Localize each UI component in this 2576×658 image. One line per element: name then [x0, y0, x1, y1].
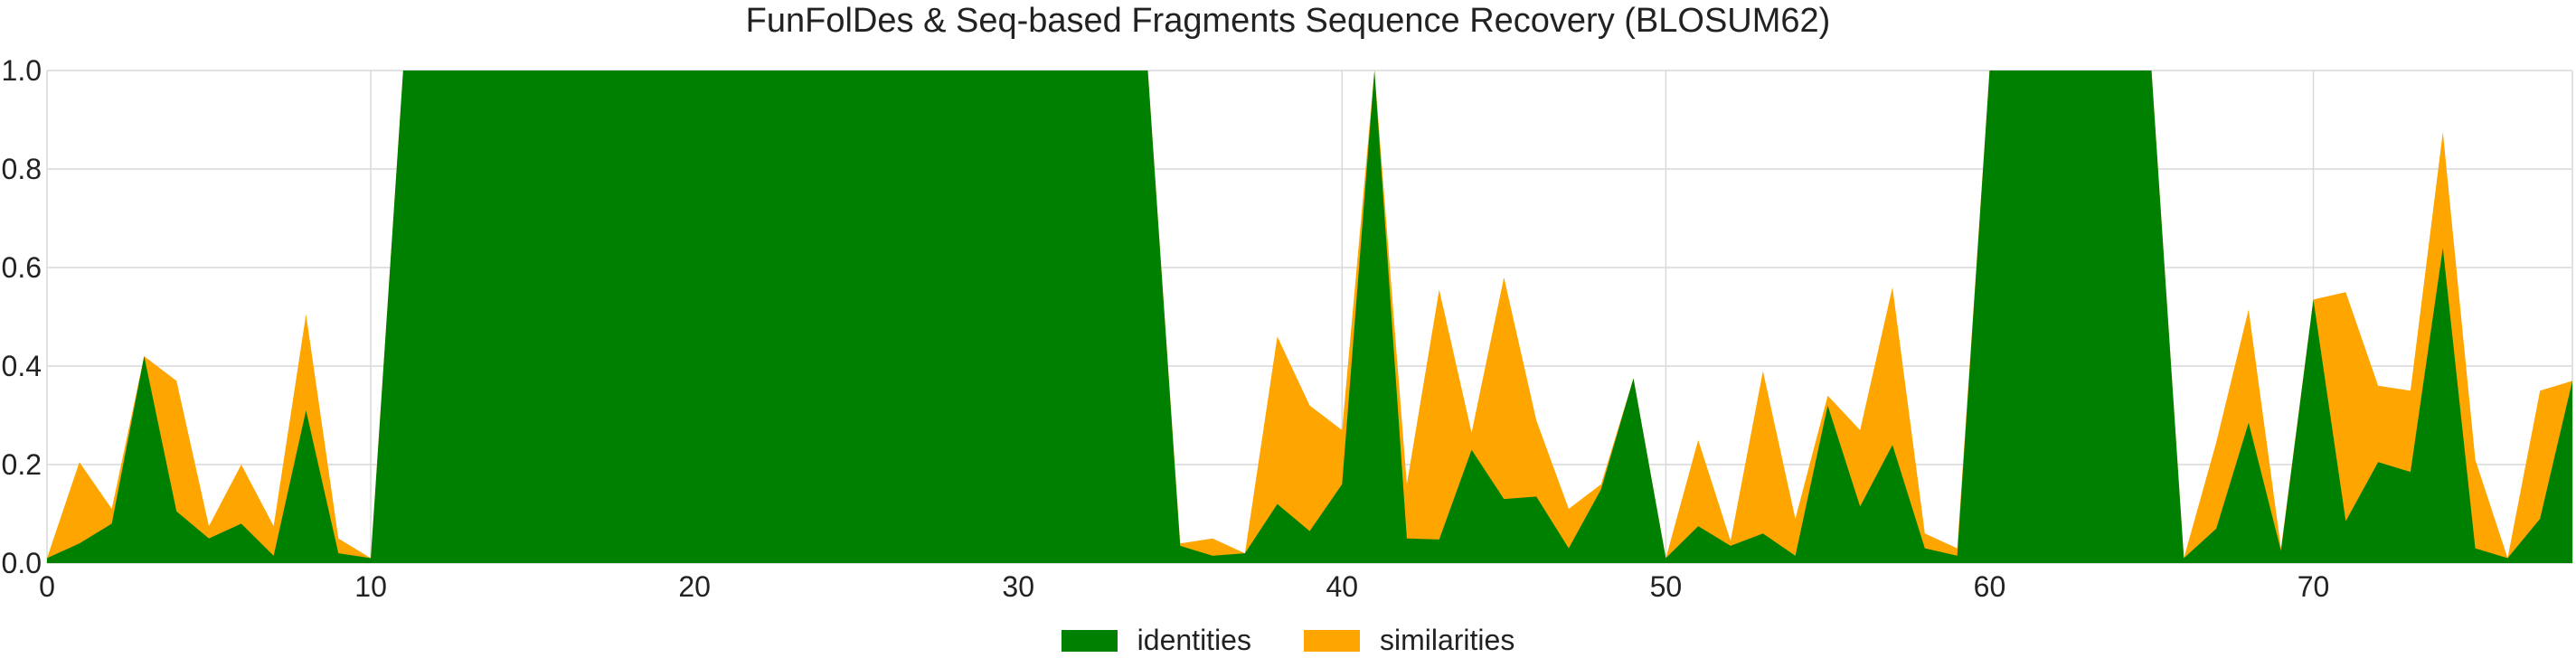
legend-item-identities: identities — [1061, 624, 1251, 657]
area-identities — [47, 70, 2572, 563]
legend-item-similarities: similarities — [1303, 624, 1515, 657]
x-tick-label: 50 — [1650, 570, 1683, 603]
x-tick-label: 70 — [2298, 570, 2330, 603]
x-tick-label: 20 — [678, 570, 711, 603]
y-tick-label: 0.4 — [2, 350, 42, 382]
x-tick-label: 0 — [39, 570, 55, 603]
chart-title: FunFolDes & Seq-based Fragments Sequence… — [745, 2, 1831, 40]
legend: identities similarities — [0, 624, 2576, 657]
legend-swatch-similarities — [1303, 629, 1360, 652]
x-tick-label: 60 — [1974, 570, 2006, 603]
x-tick-label: 30 — [1002, 570, 1034, 603]
legend-swatch-identities — [1061, 629, 1118, 652]
x-tick-label: 10 — [354, 570, 387, 603]
tick-labels: 0 10 20 30 40 50 60 70 0.0 0.2 0.4 0.6 0.8 1.0 — [2, 54, 2330, 603]
y-tick-label: 0.0 — [2, 547, 42, 579]
y-tick-label: 0.2 — [2, 448, 42, 481]
legend-label-similarities: similarities — [1379, 624, 1515, 656]
y-tick-label: 1.0 — [2, 54, 42, 87]
area-series — [47, 70, 2572, 563]
legend-label-identities: identities — [1137, 624, 1251, 656]
area-chart: 0 10 20 30 40 50 60 70 0.0 0.2 0.4 0.6 0.8 1.0 — [2, 54, 2573, 603]
y-tick-label: 0.8 — [2, 153, 42, 185]
y-tick-label: 0.6 — [2, 251, 42, 284]
x-tick-label: 40 — [1326, 570, 1359, 603]
